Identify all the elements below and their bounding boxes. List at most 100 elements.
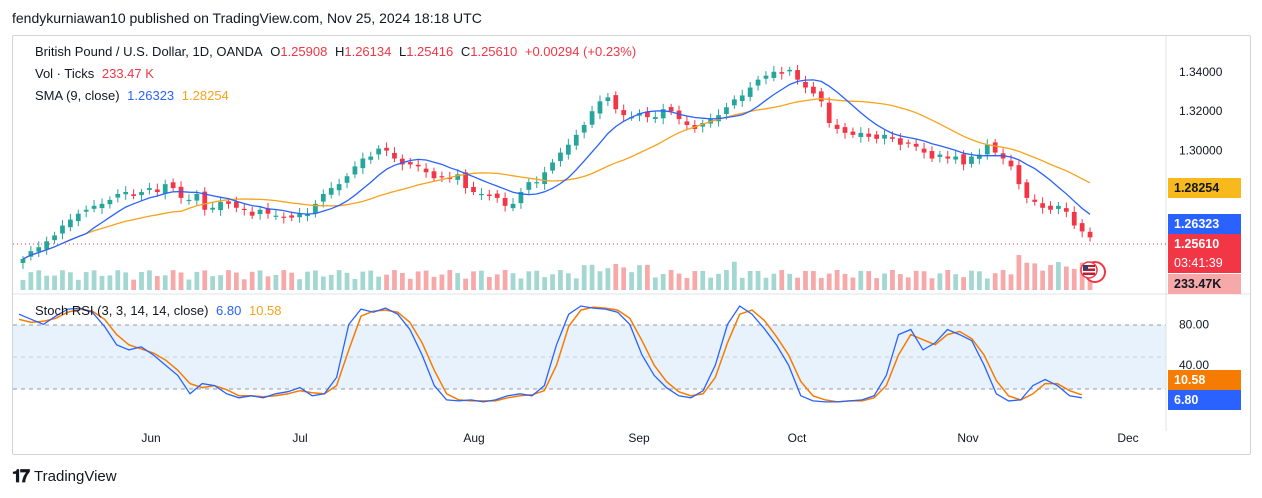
candle-body <box>423 168 429 173</box>
candle-body <box>44 241 50 250</box>
volume-bar <box>194 271 200 290</box>
volume-bar <box>874 278 879 290</box>
volume-bar <box>597 271 603 290</box>
volume-bar <box>384 274 389 290</box>
candle-body <box>281 216 287 218</box>
candle-body <box>542 172 548 185</box>
sma-slow-value: 1.28254 <box>181 88 229 103</box>
footer-brand[interactable]: 𝟏𝟕 TradingView <box>12 466 117 487</box>
candle-body <box>36 247 42 252</box>
candle-body <box>399 158 405 165</box>
candle-body <box>605 97 611 102</box>
volume-bar <box>558 270 563 290</box>
stoch-rsi-label[interactable]: Stoch RSI (3, 3, 14, 14, close) <box>35 303 209 318</box>
volume-bar <box>573 278 579 290</box>
candle-body <box>249 211 255 216</box>
candle-body <box>202 191 208 210</box>
symbol-name[interactable]: British Pound / U.S. Dollar, 1D, OANDA <box>35 44 263 59</box>
volume-bar <box>755 270 761 290</box>
candle-body <box>99 203 105 209</box>
time-tick-label: Nov <box>957 431 978 445</box>
volume-bar <box>897 274 903 290</box>
candle-body <box>360 158 366 169</box>
candle-body <box>842 127 848 133</box>
time-tick-label: Oct <box>788 431 807 445</box>
time-tick-label: Jun <box>141 431 160 445</box>
volume-bar <box>471 271 476 290</box>
volume-bar <box>328 274 334 290</box>
volume-bar <box>162 275 168 290</box>
candle-body <box>526 182 532 190</box>
candle-body <box>447 177 453 179</box>
candle-body <box>660 109 666 119</box>
candle-body <box>226 201 231 204</box>
candle-body <box>352 166 358 175</box>
price-tick-label: 1.30000 <box>1179 144 1223 158</box>
volume-bar <box>977 271 982 290</box>
volume-bar <box>455 273 461 290</box>
candle-body <box>52 235 57 241</box>
volume-bar <box>415 271 421 290</box>
candle-body <box>1032 199 1038 202</box>
volume-bar <box>779 270 785 290</box>
candle-body <box>882 134 887 139</box>
candle-body <box>60 225 65 234</box>
last-price-tag: 1.25610 <box>1168 234 1241 254</box>
volume-bar <box>929 278 935 290</box>
volume-bar <box>787 273 793 290</box>
volume-bar <box>969 270 974 290</box>
volume-bar <box>463 278 468 290</box>
volume-bar <box>652 277 658 290</box>
volume-bar <box>866 271 872 290</box>
candle-body <box>945 156 951 159</box>
candle-body <box>573 134 579 146</box>
candles <box>20 64 1093 269</box>
volume-bar <box>210 276 216 290</box>
candle-body <box>479 193 484 196</box>
sma-label[interactable]: SMA (9, close) <box>35 88 120 103</box>
volume-bar <box>811 271 816 290</box>
low-label: L <box>398 44 407 59</box>
candle-body <box>273 215 279 217</box>
volume-bars <box>20 255 1093 290</box>
volume-bar <box>858 270 864 290</box>
candle-body <box>486 194 492 196</box>
volume-bar <box>763 277 769 290</box>
volume-label[interactable]: Vol · Ticks <box>35 66 95 81</box>
high-label: H <box>334 44 345 59</box>
us-flag-event-icon[interactable] <box>1080 261 1106 283</box>
volume-bar <box>795 277 800 290</box>
candle-body <box>668 107 674 112</box>
candle-body <box>107 199 113 205</box>
volume-bar <box>850 277 856 290</box>
volume-bar <box>139 271 144 290</box>
candle-body <box>811 86 816 94</box>
rsi-tick-label: 80.00 <box>1179 317 1209 331</box>
candle-body <box>755 79 761 86</box>
brand-name: TradingView <box>34 468 117 485</box>
candle-body <box>455 174 461 180</box>
volume-bar <box>692 271 698 290</box>
high-value: 1.26134 <box>344 44 392 59</box>
candle-body <box>170 182 176 189</box>
candle-body <box>1071 211 1077 226</box>
volume-bar <box>708 277 714 290</box>
candle-body <box>937 154 943 157</box>
volume-bar <box>1048 265 1053 290</box>
volume-bar <box>281 270 287 290</box>
candle-body <box>866 133 872 137</box>
open-label: O <box>270 44 281 59</box>
candle-body <box>724 107 729 114</box>
volume-bar <box>747 271 753 290</box>
publisher-caption: fendykurniawan10 published on TradingVie… <box>12 10 482 26</box>
stoch-d-tag: 10.58 <box>1168 370 1241 390</box>
candle-body <box>510 203 516 209</box>
volume-bar <box>479 270 484 290</box>
volume-bar <box>423 270 429 290</box>
candle-body <box>494 193 500 198</box>
candle-body <box>147 188 152 190</box>
candle-body <box>684 121 690 125</box>
volume-bar <box>494 274 500 290</box>
